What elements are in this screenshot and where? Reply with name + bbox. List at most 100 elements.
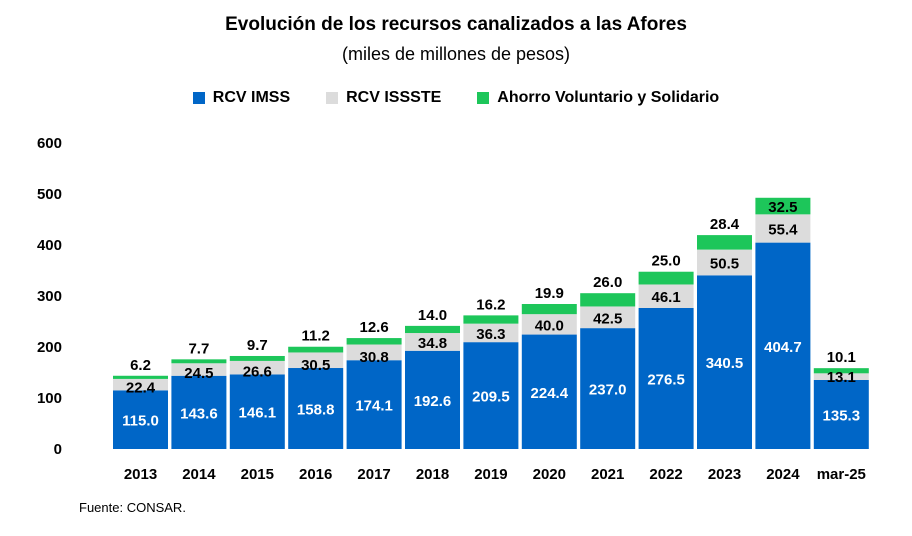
data-label-imss: 224.4 (531, 385, 569, 402)
data-label-issste: 55.4 (768, 221, 798, 238)
bar-segment-imss (638, 307, 694, 449)
legend-item-imss: RCV IMSS (192, 89, 291, 107)
bar-segment-ahorro (813, 368, 869, 374)
bar-segment-ahorro (697, 235, 752, 250)
legend-label-ahorro: Ahorro Voluntario y Solidario (497, 89, 720, 106)
bar-segment-issste (463, 323, 519, 343)
data-label-ahorro: 26.0 (593, 274, 622, 291)
data-label-imss: 209.5 (472, 389, 510, 406)
bar-segment-ahorro (638, 271, 694, 285)
bar-segment-issste (405, 333, 460, 351)
data-label-imss: 276.5 (647, 371, 685, 388)
bar-segment-issste (113, 378, 168, 391)
bar-segment-ahorro (288, 346, 344, 353)
bar-segment-ahorro (171, 359, 227, 364)
bar-segment-ahorro (113, 375, 168, 379)
bar-segment-imss (346, 360, 402, 449)
source-note: Fuente: CONSAR. (79, 500, 186, 515)
data-label-imss: 135.3 (823, 407, 861, 424)
bar-segment-ahorro (346, 338, 402, 345)
data-label-imss: 158.8 (297, 402, 335, 419)
x-tick-label: 2020 (533, 466, 566, 483)
data-label-imss: 340.5 (706, 355, 744, 372)
data-label-issste: 30.5 (301, 357, 330, 374)
bar-segment-imss (755, 242, 811, 449)
bar-segment-imss (113, 390, 168, 449)
legend-label-imss: RCV IMSS (212, 89, 291, 106)
data-label-ahorro: 28.4 (710, 216, 740, 233)
data-label-ahorro: 10.1 (827, 349, 856, 366)
bar-segment-issste (697, 249, 752, 276)
data-label-ahorro: 11.2 (302, 328, 330, 345)
legend-swatch-imss (192, 92, 205, 104)
chart-title: Evolución de los recursos canalizados a … (225, 14, 687, 35)
data-label-ahorro: 6.2 (130, 357, 151, 374)
data-label-issste: 42.5 (593, 310, 622, 327)
x-tick-label: mar-25 (817, 466, 866, 483)
bar-segment-issste (638, 284, 694, 308)
data-label-issste: 13.1 (827, 369, 856, 386)
legend-label-issste: RCV ISSSTE (346, 89, 442, 106)
y-tick-label: 0 (54, 441, 62, 458)
x-tick-label: 2022 (649, 466, 682, 483)
x-tick-label: 2014 (182, 466, 216, 483)
bar-segment-ahorro (229, 355, 285, 361)
x-tick-label: 2023 (708, 466, 741, 483)
data-label-issste: 24.5 (184, 365, 213, 382)
data-label-issste: 46.1 (651, 289, 680, 306)
x-tick-label: 2016 (299, 466, 332, 483)
bar-segment-issste (755, 214, 811, 243)
data-label-issste: 40.0 (535, 317, 564, 334)
legend-item-issste: RCV ISSSTE (326, 89, 441, 107)
legend-swatch-issste (326, 92, 339, 104)
x-tick-label: 2017 (357, 466, 390, 483)
y-tick-label: 100 (37, 390, 62, 407)
x-tick-label: 2018 (416, 466, 449, 483)
x-tick-label: 2013 (124, 466, 157, 483)
bar-segment-issste (171, 363, 227, 376)
bar-segment-imss (697, 275, 752, 449)
y-tick-label: 200 (37, 339, 62, 356)
bar-segment-imss (463, 342, 519, 449)
data-label-issste: 34.8 (418, 335, 447, 352)
data-label-imss: 146.1 (239, 405, 277, 422)
data-label-imss: 192.6 (414, 393, 452, 410)
bar-segment-imss (405, 350, 460, 449)
bar-segment-imss (288, 368, 344, 449)
y-tick-label: 500 (37, 186, 62, 203)
data-label-imss: 143.6 (180, 405, 218, 422)
bar-segment-issste (813, 373, 869, 380)
x-tick-label: 2024 (766, 466, 800, 483)
data-label-imss: 174.1 (355, 398, 393, 415)
data-label-issste: 36.3 (476, 326, 505, 343)
data-label-ahorro: 32.5 (768, 199, 797, 216)
x-tick-label: 2019 (474, 466, 507, 483)
bar-segment-imss (813, 379, 869, 449)
data-label-issste: 26.6 (243, 363, 272, 380)
bar-segment-issste (229, 360, 285, 375)
data-label-ahorro: 12.6 (359, 319, 388, 336)
bar-segment-ahorro (521, 304, 577, 315)
bar-segment-imss (229, 374, 285, 449)
data-label-issste: 50.5 (710, 255, 739, 272)
legend-item-ahorro: Ahorro Voluntario y Solidario (477, 89, 719, 107)
bar-segment-imss (171, 375, 227, 449)
bar-segment-ahorro (755, 197, 811, 215)
bar-segment-issste (346, 344, 402, 361)
data-label-ahorro: 25.0 (651, 253, 680, 270)
data-label-imss: 237.0 (589, 382, 627, 399)
data-label-issste: 22.4 (126, 379, 156, 396)
data-label-ahorro: 16.2 (476, 296, 505, 313)
x-tick-label: 2015 (241, 466, 274, 483)
bar-segment-imss (580, 328, 636, 449)
legend-swatch-ahorro (477, 92, 490, 104)
data-label-ahorro: 9.7 (247, 337, 268, 354)
bar-segment-ahorro (463, 315, 519, 324)
data-label-imss: 404.7 (764, 339, 802, 356)
data-label-ahorro: 19.9 (535, 285, 564, 302)
data-label-ahorro: 7.7 (188, 340, 209, 357)
data-label-imss: 115.0 (122, 413, 159, 430)
y-tick-label: 600 (37, 135, 62, 152)
chart-subtitle: (miles de millones de pesos) (341, 44, 571, 64)
